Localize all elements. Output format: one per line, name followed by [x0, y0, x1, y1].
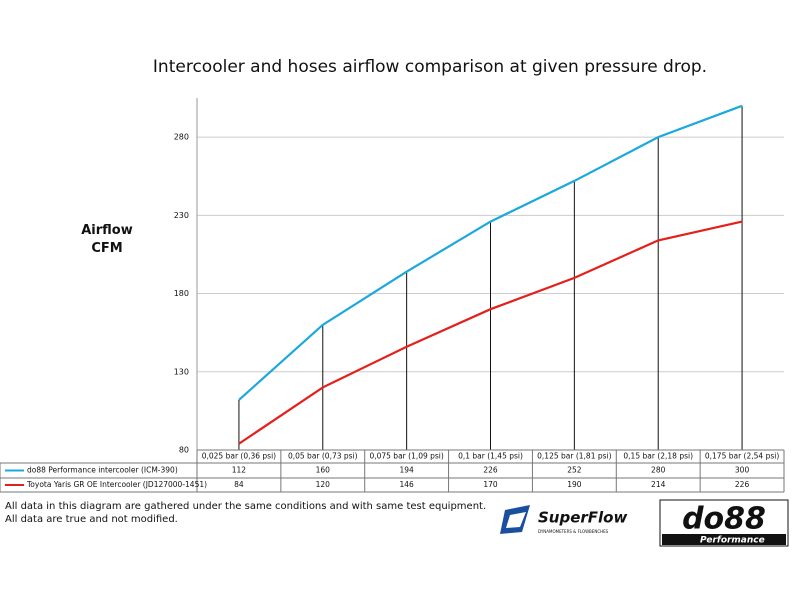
x-tick-label: 0,15 bar (2,18 psi) [623, 452, 693, 461]
table-value: 252 [567, 466, 582, 475]
table-value: 170 [483, 480, 498, 489]
table-value: 300 [735, 466, 750, 475]
table-value: 120 [316, 480, 331, 489]
y-tick-label: 280 [174, 133, 189, 142]
superflow-logo: SuperFlow DYNAMOMETERS & FLOWBENCHES [500, 505, 627, 534]
y-axis-label: Airflow CFM [81, 223, 133, 256]
table-value: 280 [651, 466, 666, 475]
x-tick-label: 0,125 bar (1,81 psi) [537, 452, 611, 461]
do88-logo: do88 Performance [659, 499, 789, 547]
footnotes: All data in this diagram are gathered un… [5, 500, 486, 526]
y-tick-label: 80 [179, 446, 189, 455]
x-tick-label: 0,025 bar (0,36 psi) [202, 452, 276, 461]
table-value: 84 [234, 480, 244, 489]
table-value: 194 [399, 466, 414, 475]
x-tick-label: 0,05 bar (0,73 psi) [288, 452, 358, 461]
x-tick-label: 0,1 bar (1,45 psi) [458, 452, 523, 461]
logo-subtext: Performance [700, 536, 765, 546]
table-value: 214 [651, 480, 666, 489]
y-tick-label: 230 [174, 211, 189, 220]
table-value: 226 [483, 466, 498, 475]
series-line [238, 104, 743, 401]
table-value: 146 [399, 480, 414, 489]
footnote: All data are true and not modified. [5, 514, 178, 525]
legend-label: do88 Performance intercooler (ICM-390) [27, 466, 178, 475]
table-value: 112 [232, 466, 247, 475]
table-value: 160 [316, 466, 331, 475]
table-value: 190 [567, 480, 582, 489]
x-tick-label: 0,075 bar (1,09 psi) [369, 452, 443, 461]
chart-title: Intercooler and hoses airflow comparison… [153, 57, 707, 77]
x-tick-label: 0,175 bar (2,54 psi) [705, 452, 779, 461]
logo-text: SuperFlow [538, 509, 627, 527]
logo-subtext: DYNAMOMETERS & FLOWBENCHES [538, 529, 609, 534]
legend-label: Toyota Yaris GR OE Intercooler (JD127000… [26, 480, 207, 489]
y-tick-label: 180 [174, 289, 189, 298]
logo-text: do88 [682, 502, 766, 537]
y-tick-label: 130 [174, 367, 189, 376]
series-line [238, 220, 743, 445]
footnote: All data in this diagram are gathered un… [5, 501, 487, 512]
table-value: 226 [735, 480, 750, 489]
